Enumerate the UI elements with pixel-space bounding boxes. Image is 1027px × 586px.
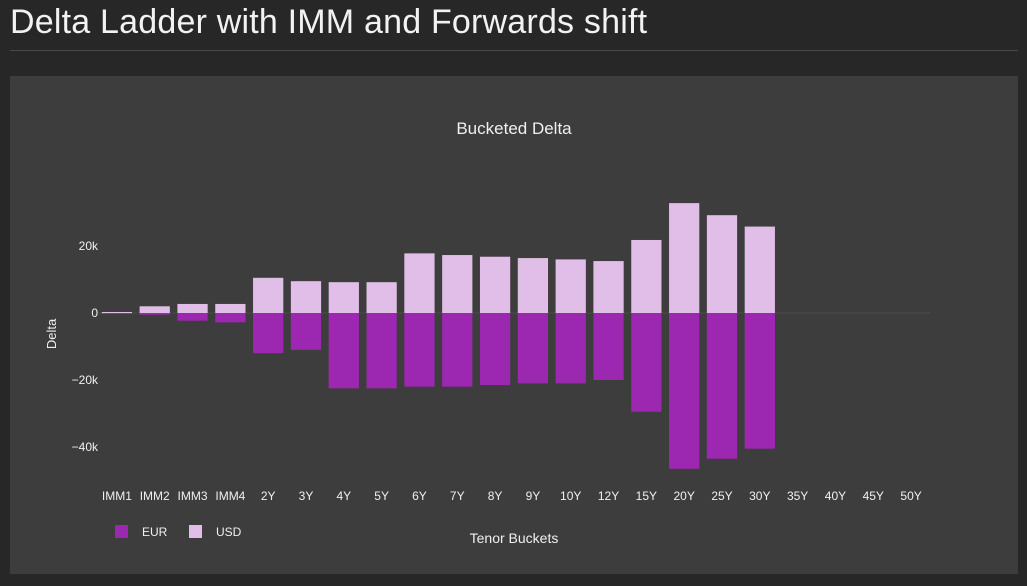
plot-area: −40k −20k 0 20k IMM1 IMM2 IMM3 IMM4 2Y 3Y 4Y 5Y 6Y 7Y… [72, 203, 930, 503]
bar-eur [177, 313, 208, 321]
x-tick-label: 8Y [488, 489, 503, 503]
bucketed-delta-chart: Bucketed Delta Delta Tenor Buckets −40k−… [44, 119, 930, 546]
x-tick-label: 9Y [526, 489, 541, 503]
legend-swatch-usd [189, 525, 202, 538]
page-title: Delta Ladder with IMM and Forwards shift [10, 3, 648, 41]
x-tick-label: 50Y [900, 489, 921, 503]
bar-eur [631, 313, 662, 412]
bar-eur [442, 313, 473, 387]
x-tick-label: IMM3 [178, 489, 208, 503]
x-tick-label: 40Y [825, 489, 846, 503]
bar-usd [215, 303, 246, 313]
bar-eur [593, 313, 624, 380]
bar-usd [253, 277, 284, 313]
bar-eur [706, 313, 738, 459]
y-tick-label: −20k [72, 373, 99, 387]
x-tick-label: 35Y [787, 489, 808, 503]
x-tick-label: IMM4 [215, 489, 245, 503]
x-tick-label: 10Y [560, 489, 581, 503]
bar-usd [177, 303, 208, 313]
bar-usd [328, 282, 359, 313]
x-tick-label: IMM2 [140, 489, 170, 503]
x-tick-label: 30Y [749, 489, 770, 503]
y-tick-label: −40k [72, 440, 99, 454]
bar-usd [290, 281, 322, 313]
y-tick-label: 0 [91, 306, 98, 320]
bar-usd [442, 255, 473, 313]
bar-eur [479, 313, 511, 386]
bar-eur [517, 313, 549, 384]
bar-eur [101, 313, 133, 314]
x-tick-label: 20Y [674, 489, 695, 503]
bar-eur [555, 313, 586, 384]
x-tick-label: 25Y [711, 489, 732, 503]
x-tick-label: 6Y [412, 489, 427, 503]
x-tick-label: 4Y [336, 489, 351, 503]
x-tick-label: 7Y [450, 489, 465, 503]
bar-eur [139, 313, 170, 315]
x-tick-label: 3Y [299, 489, 314, 503]
bar-usd [555, 259, 586, 313]
y-axis-label: Delta [44, 318, 59, 349]
bar-eur [290, 313, 322, 350]
bar-usd [139, 306, 170, 313]
bar-eur [253, 313, 284, 354]
bar-eur [328, 313, 359, 389]
x-tick-label: 12Y [598, 489, 619, 503]
bar-usd [404, 253, 435, 313]
title-divider [10, 50, 1018, 51]
legend-swatch-eur [115, 525, 128, 538]
bar-usd [631, 239, 662, 313]
bar-usd [366, 282, 397, 313]
bar-usd [706, 215, 738, 313]
x-tick-label: 45Y [863, 489, 884, 503]
bar-usd [101, 312, 133, 313]
bar-eur [366, 313, 397, 389]
chart-panel: Bucketed Delta Delta Tenor Buckets −40k −… [10, 76, 1018, 574]
bar-usd [669, 203, 700, 313]
x-tick-label: IMM1 [102, 489, 132, 503]
bar-usd [479, 256, 511, 313]
x-axis-label: Tenor Buckets [470, 530, 559, 546]
bar-eur [744, 313, 775, 449]
bar-eur [404, 313, 435, 387]
bar-usd [593, 261, 624, 313]
legend-label-usd: USD [216, 525, 242, 539]
legend: EUR USD [115, 525, 242, 539]
bar-usd [744, 226, 775, 313]
legend-label-eur: EUR [142, 525, 168, 539]
bar-usd [517, 258, 549, 313]
x-tick-label: 2Y [261, 489, 276, 503]
x-tick-label: 5Y [374, 489, 389, 503]
chart-title: Bucketed Delta [456, 119, 572, 138]
x-tick-label: 15Y [636, 489, 657, 503]
y-tick-label: 20k [79, 239, 99, 253]
bar-eur [215, 313, 246, 323]
bar-eur [669, 313, 700, 469]
